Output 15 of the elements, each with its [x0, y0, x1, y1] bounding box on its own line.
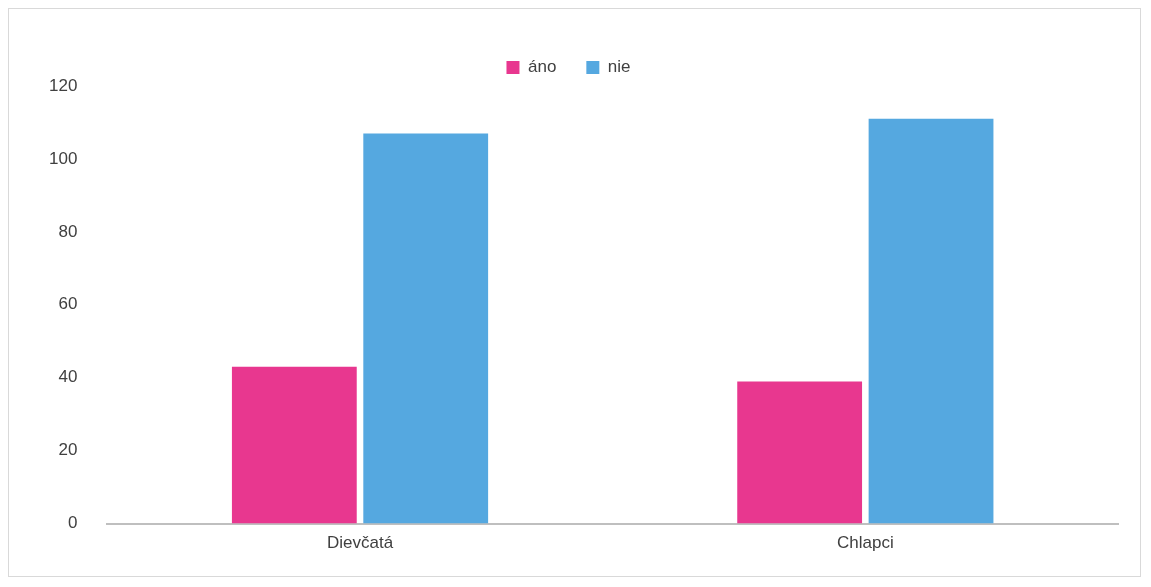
y-tick-label: 60	[58, 294, 78, 314]
legend-label: nie	[607, 57, 631, 77]
y-tick-label: 80	[58, 221, 78, 241]
legend-label: áno	[527, 57, 557, 77]
bar	[737, 381, 863, 524]
bar	[868, 118, 994, 524]
y-tick-label: 20	[58, 440, 78, 460]
y-tick-label: 40	[58, 367, 78, 387]
bar	[231, 366, 357, 524]
x-tick-label: Dievčatá	[326, 533, 394, 553]
y-tick-label: 0	[67, 513, 78, 533]
y-tick-label: 100	[48, 148, 78, 168]
bar	[363, 133, 489, 524]
y-tick-label: 120	[48, 75, 78, 95]
x-tick-label: Chlapci	[836, 533, 894, 553]
